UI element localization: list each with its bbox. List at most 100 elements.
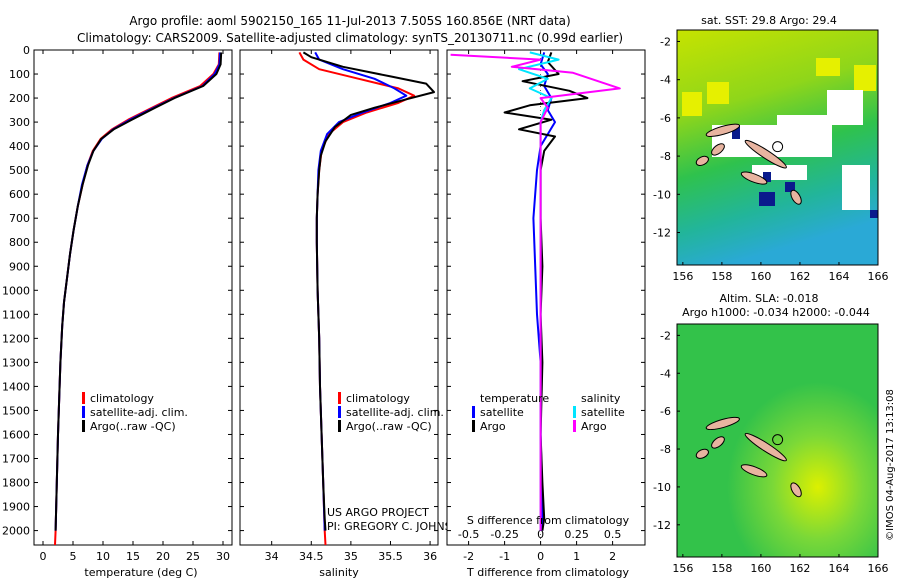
legend-label-climatology: climatology bbox=[346, 392, 410, 405]
x-tick-label: 34 bbox=[265, 550, 279, 563]
lat-tick-label: -2 bbox=[660, 35, 671, 48]
x-tick-label: 20 bbox=[156, 550, 170, 563]
argo-position-marker bbox=[772, 434, 784, 446]
plot-frame bbox=[33, 49, 233, 546]
cloud-mask bbox=[842, 165, 870, 210]
legend-swatch-satellite bbox=[338, 406, 341, 418]
warm-patch bbox=[816, 58, 840, 76]
sla-map: 156 158 160 162 164 166 -2 -4 -6 -8 -10 -12 bbox=[653, 323, 889, 575]
imos-timestamp: ©IMOS 04-Aug-2017 13:13:08 bbox=[885, 389, 896, 541]
lat-tick-label: -6 bbox=[660, 112, 671, 125]
legend-swatch-argo bbox=[338, 420, 341, 432]
legend-label-t-argo: Argo bbox=[480, 420, 506, 433]
title-line-1: Argo profile: aoml 5902150_165 11-Jul-20… bbox=[129, 14, 570, 28]
lon-tick-label: 156 bbox=[672, 270, 693, 283]
s-tick-label: -0.25 bbox=[490, 528, 518, 541]
cloud-mask bbox=[827, 90, 863, 125]
legend-swatch-s-satellite bbox=[573, 406, 576, 418]
s-tick-label: 0.5 bbox=[604, 528, 622, 541]
credit-pi: PI: GREGORY C. JOHNSON bbox=[327, 520, 468, 533]
legend-swatch-t-argo bbox=[472, 420, 475, 432]
island bbox=[705, 416, 740, 431]
x-tick-label: 0 bbox=[40, 550, 47, 563]
depth-tick-label: 1200 bbox=[2, 332, 30, 345]
sla-map-title-2: Argo h1000: -0.034 h2000: -0.044 bbox=[682, 306, 870, 319]
s-tick-label: 0.25 bbox=[564, 528, 589, 541]
difference-legend: temperature salinity satellite Argo sate… bbox=[472, 392, 625, 433]
legend-label-s-argo: Argo bbox=[581, 420, 607, 433]
island bbox=[790, 189, 802, 205]
depth-tick-label: 1300 bbox=[2, 356, 30, 369]
x-tick-label: 5 bbox=[70, 550, 77, 563]
lat-tick-label: -4 bbox=[660, 367, 671, 380]
salinity-legend: climatology satellite-adj. clim. Argo(..… bbox=[338, 392, 444, 433]
x-tick-label: 35 bbox=[344, 550, 358, 563]
series-line-s-argo bbox=[450, 53, 621, 531]
lon-tick-label: 164 bbox=[828, 270, 849, 283]
warm-patch bbox=[854, 65, 876, 91]
diff-s-xlabel: S difference from climatology bbox=[467, 514, 630, 527]
temperature-xlabel: temperature (deg C) bbox=[84, 566, 197, 579]
x-tick-label: 0 bbox=[537, 550, 544, 563]
lat-tick-label: -10 bbox=[653, 481, 671, 494]
map-frame bbox=[676, 29, 879, 266]
cloud-mask bbox=[777, 115, 827, 130]
depth-tick-label: 1100 bbox=[2, 308, 30, 321]
island bbox=[711, 143, 725, 156]
lon-tick-label: 160 bbox=[750, 562, 771, 575]
title-line-2: Climatology: CARS2009. Satellite-adjuste… bbox=[77, 31, 623, 45]
x-tick-label: 15 bbox=[126, 550, 140, 563]
depth-tick-label: 1000 bbox=[2, 284, 30, 297]
island bbox=[740, 464, 768, 478]
island bbox=[744, 139, 787, 169]
salinity-panel: 34 34.5 35 35.5 36 bbox=[239, 49, 439, 563]
x-tick-label: 1 bbox=[573, 550, 580, 563]
x-tick-label: 34.5 bbox=[299, 550, 324, 563]
lat-tick-label: -10 bbox=[653, 188, 671, 201]
argo-position-marker bbox=[772, 141, 784, 153]
depth-tick-label: 200 bbox=[9, 92, 30, 105]
lon-tick-label: 158 bbox=[711, 562, 732, 575]
island bbox=[705, 123, 740, 137]
temperature-panel: 0100200300400500600700800900100011001200… bbox=[2, 44, 233, 563]
legend-swatch-t-satellite bbox=[472, 406, 475, 418]
x-tick-label: -2 bbox=[463, 550, 474, 563]
lat-tick-label: -12 bbox=[653, 227, 671, 240]
lat-tick-label: -2 bbox=[660, 329, 671, 342]
sst-map-title: sat. SST: 29.8 Argo: 29.4 bbox=[701, 14, 837, 27]
warm-patch bbox=[707, 82, 729, 104]
sla-map-title-1: Altim. SLA: -0.018 bbox=[719, 292, 818, 305]
lon-tick-label: 166 bbox=[868, 270, 889, 283]
legend-swatch-climatology bbox=[82, 392, 85, 404]
x-tick-label: -1 bbox=[499, 550, 510, 563]
legend-swatch-argo bbox=[82, 420, 85, 432]
legend-label-climatology: climatology bbox=[90, 392, 154, 405]
x-tick-label: 35.5 bbox=[378, 550, 403, 563]
legend-label-s-satellite: satellite bbox=[581, 406, 625, 419]
s-tick-label: -0.5 bbox=[458, 528, 479, 541]
difference-panel: -2 -1 0 1 2-0.5 -0.25 0 0.25 0.5 bbox=[446, 49, 646, 563]
warm-patch bbox=[682, 92, 702, 116]
lon-tick-label: 162 bbox=[789, 562, 810, 575]
sla-background bbox=[677, 324, 878, 557]
x-tick-label: 36 bbox=[423, 550, 437, 563]
island bbox=[695, 155, 709, 166]
island bbox=[744, 432, 787, 462]
lat-tick-label: -6 bbox=[660, 405, 671, 418]
lat-tick-label: -8 bbox=[660, 150, 671, 163]
legend-label-argo: Argo(..raw -QC) bbox=[90, 420, 176, 433]
island bbox=[695, 448, 709, 459]
depth-tick-label: 1500 bbox=[2, 404, 30, 417]
lat-tick-label: -12 bbox=[653, 519, 671, 532]
depth-tick-label: 500 bbox=[9, 164, 30, 177]
depth-tick-label: 400 bbox=[9, 140, 30, 153]
depth-tick-label: 1600 bbox=[2, 428, 30, 441]
depth-tick-label: 2000 bbox=[2, 525, 30, 538]
map-frame bbox=[676, 323, 879, 558]
legend-label-satellite: satellite-adj. clim. bbox=[346, 406, 444, 419]
depth-tick-label: 1900 bbox=[2, 501, 30, 514]
lon-tick-label: 158 bbox=[711, 270, 732, 283]
cold-patch bbox=[732, 125, 740, 139]
lon-tick-label: 162 bbox=[789, 270, 810, 283]
legend-label-argo: Argo(..raw -QC) bbox=[346, 420, 432, 433]
